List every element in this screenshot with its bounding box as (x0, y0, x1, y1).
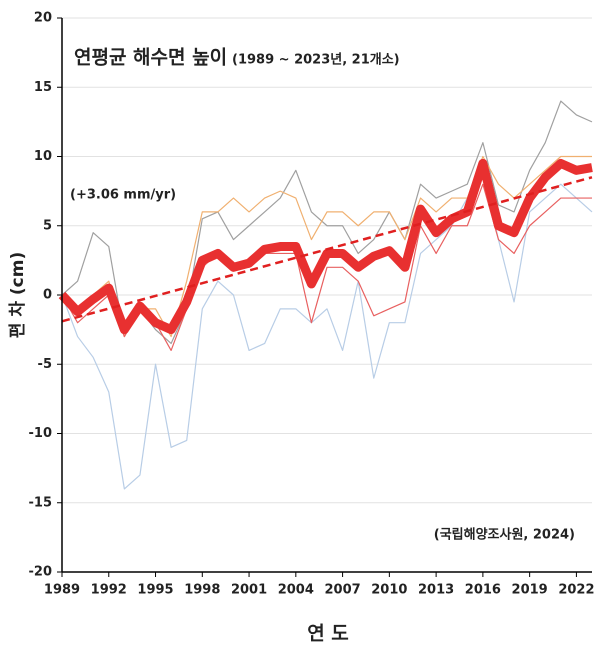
chart-title: 연평균 해수면 높이 (74, 47, 227, 69)
x-tick-label: 2010 (371, 583, 407, 598)
x-axis-label: 연 도 (307, 623, 349, 645)
x-tick-label: 2007 (324, 583, 360, 598)
annotation: (+3.06 mm/yr) (70, 188, 176, 203)
y-axis-label: 편 차 (cm) (8, 252, 28, 338)
y-tick-label: -20 (29, 565, 53, 580)
x-tick-label: 2001 (231, 583, 267, 598)
y-tick-label: 20 (34, 11, 52, 26)
chart-subtitle: (1989 ~ 2023년, 21개소) (232, 53, 400, 68)
x-tick-label: 2019 (512, 583, 548, 598)
station-line (61, 155, 592, 338)
station-line (61, 169, 593, 490)
y-tick-label: -5 (38, 357, 52, 372)
y-tick-label: 5 (43, 218, 52, 233)
x-tick-label: 2013 (418, 583, 454, 598)
y-tick-label: -15 (29, 495, 53, 510)
trend-line (61, 176, 593, 323)
x-tick-label: 2004 (278, 583, 314, 598)
x-tick-label: 2016 (465, 583, 501, 598)
x-tick-label: 2022 (558, 583, 594, 598)
source: (국립해양조사원, 2024) (434, 527, 575, 543)
x-tick-label: 1992 (91, 583, 127, 598)
y-tick-label: -10 (29, 426, 53, 441)
y-tick-label: 10 (34, 149, 52, 164)
x-tick-label: 1989 (44, 583, 80, 598)
y-tick-label: 15 (34, 80, 52, 95)
x-tick-label: 1998 (184, 583, 220, 598)
station-line (61, 183, 592, 351)
x-tick-label: 1995 (137, 583, 173, 598)
y-tick-label: 0 (43, 288, 52, 303)
mean-line (58, 158, 593, 335)
